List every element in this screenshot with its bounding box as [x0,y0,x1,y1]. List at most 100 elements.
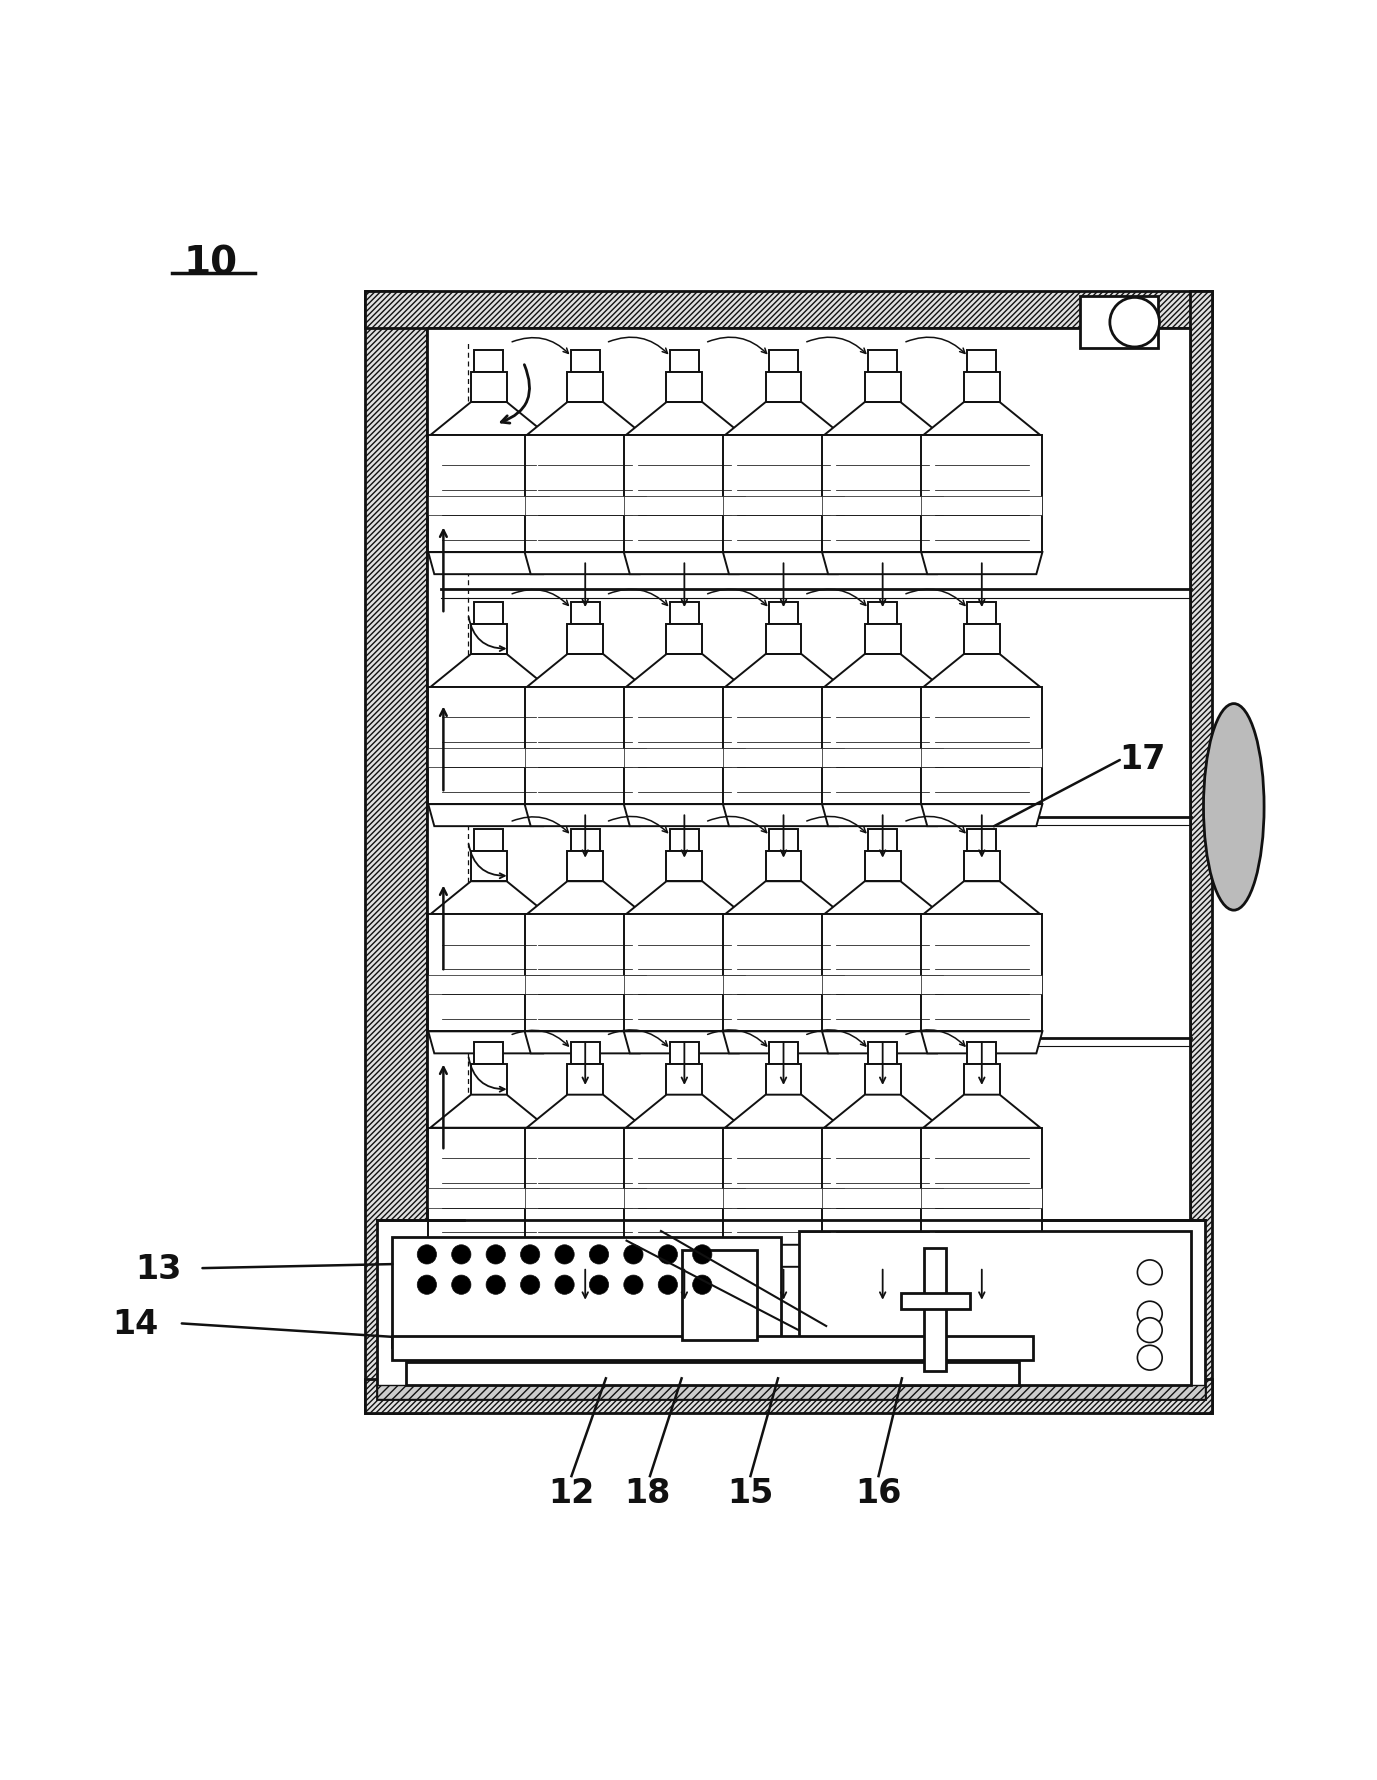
Bar [723,497,844,516]
Bar [865,625,901,655]
Bar [669,602,698,625]
Bar [822,687,943,805]
Bar [624,1129,745,1244]
Bar [921,1129,1042,1244]
Polygon shape [624,554,745,575]
Polygon shape [624,1032,745,1054]
Bar [921,915,1042,1032]
Circle shape [1137,1260,1162,1285]
Bar [967,1043,997,1064]
Bar [766,625,801,655]
Polygon shape [724,655,841,687]
Bar [427,329,1190,1380]
Circle shape [624,1244,643,1264]
Polygon shape [923,1095,1041,1129]
Bar [723,975,844,995]
Bar [428,915,549,1032]
Bar [525,1129,646,1244]
Circle shape [1137,1317,1162,1342]
Bar [822,436,943,554]
Circle shape [521,1274,540,1294]
Bar [921,687,1042,805]
Bar [567,372,603,402]
Polygon shape [724,402,841,436]
Bar [666,372,702,402]
Bar [822,1189,943,1209]
Bar [766,372,801,402]
Circle shape [658,1244,677,1264]
Bar [869,602,898,625]
Bar [1080,297,1158,349]
Bar [570,1043,600,1064]
Polygon shape [723,1244,844,1267]
Bar [669,351,698,372]
Polygon shape [525,805,646,826]
Bar [624,436,745,554]
Bar [365,1380,1212,1413]
Bar [428,1189,549,1209]
Circle shape [693,1274,712,1294]
Bar [964,372,1000,402]
Text: 18: 18 [624,1476,671,1509]
Text: 13: 13 [135,1251,182,1285]
Bar [474,351,504,372]
Bar [921,975,1042,995]
Bar [869,1043,898,1064]
Bar [766,1064,801,1095]
Polygon shape [428,554,549,575]
Bar [474,1043,504,1064]
Bar [669,1043,698,1064]
Bar [723,915,844,1032]
Polygon shape [822,1032,943,1054]
Polygon shape [723,554,844,575]
Bar [666,625,702,655]
Bar [428,748,549,767]
Bar [865,1064,901,1095]
Bar [567,851,603,881]
Circle shape [555,1274,574,1294]
Polygon shape [526,655,643,687]
Bar [525,687,646,805]
Bar [624,748,745,767]
Bar [865,372,901,402]
Circle shape [486,1244,505,1264]
Circle shape [452,1274,471,1294]
Bar [901,1294,969,1310]
Bar [723,687,844,805]
Bar [406,1362,1019,1385]
Bar [624,915,745,1032]
Bar [682,1251,757,1340]
Circle shape [417,1274,437,1294]
Bar [768,351,799,372]
Bar [377,1385,1205,1399]
Circle shape [624,1274,643,1294]
Polygon shape [625,1095,744,1129]
Polygon shape [923,881,1041,915]
Polygon shape [823,655,942,687]
Text: 14: 14 [112,1307,158,1340]
Polygon shape [428,1244,549,1267]
Bar [365,292,1212,329]
Bar [768,1043,799,1064]
Bar [799,1232,1191,1385]
Polygon shape [526,402,643,436]
Text: 12: 12 [548,1476,595,1509]
Bar [624,687,745,805]
Bar [666,851,702,881]
Bar [567,625,603,655]
Bar [428,975,549,995]
Bar [624,975,745,995]
Polygon shape [526,881,643,915]
Circle shape [521,1244,540,1264]
Bar [570,351,600,372]
Polygon shape [724,881,841,915]
Polygon shape [428,805,549,826]
Text: 15: 15 [727,1476,774,1509]
Polygon shape [823,881,942,915]
Bar [921,436,1042,554]
Polygon shape [430,1095,547,1129]
Bar [525,436,646,554]
Bar [869,351,898,372]
Polygon shape [624,805,745,826]
Circle shape [589,1274,609,1294]
